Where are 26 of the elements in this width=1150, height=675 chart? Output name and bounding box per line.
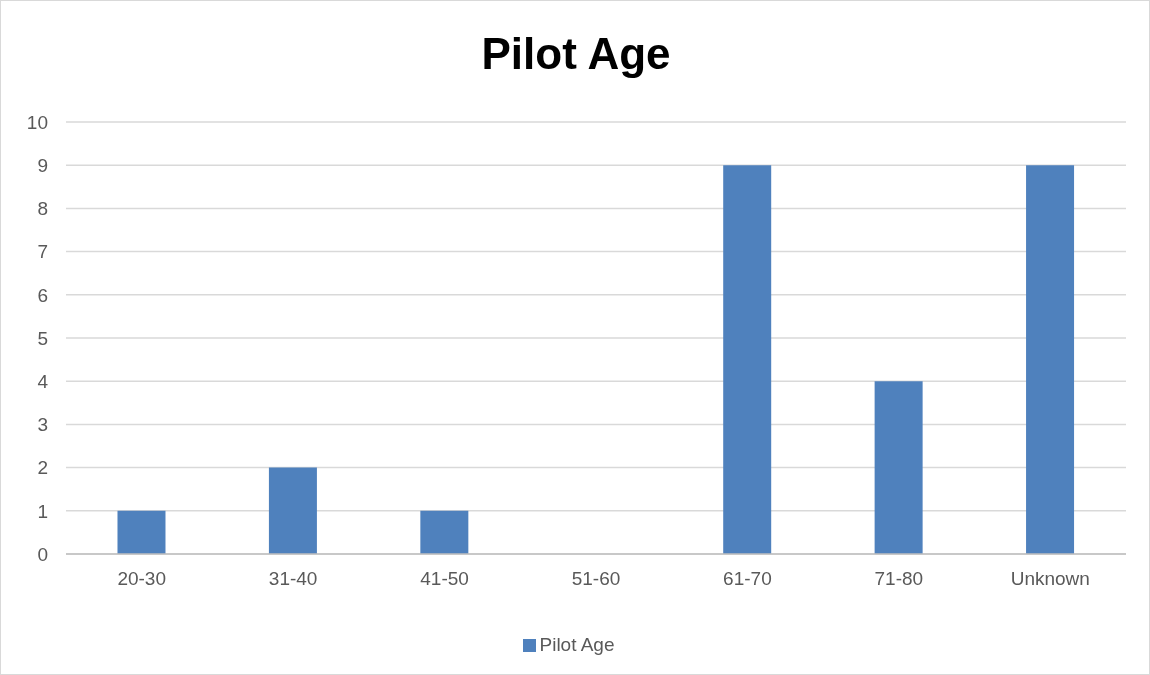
y-tick-label: 2 [37, 457, 48, 479]
y-tick-label: 9 [37, 154, 48, 176]
y-tick-label: 4 [37, 370, 49, 392]
y-tick-label: 6 [37, 284, 48, 306]
x-tick-label: 51-60 [571, 568, 621, 590]
bar [420, 510, 469, 554]
y-tick-label: 10 [26, 111, 48, 133]
chart-title: Pilot Age [480, 29, 672, 79]
y-tick-label: 3 [37, 414, 48, 436]
x-tick-label: 41-50 [420, 568, 469, 590]
legend-label: Pilot Age [539, 634, 615, 655]
y-tick-label: 7 [37, 241, 48, 263]
y-tick-label: 8 [37, 198, 48, 220]
x-tick-label: 20-30 [117, 568, 167, 590]
bar [874, 381, 923, 554]
x-tick-label: 31-40 [268, 568, 318, 590]
x-tick-label: 61-70 [723, 568, 772, 590]
bar [1026, 165, 1075, 554]
bar [723, 165, 772, 554]
bar [268, 467, 317, 554]
y-tick-label: 0 [37, 543, 48, 565]
bar [117, 510, 166, 554]
x-tick-label: Unknown [1010, 568, 1090, 590]
x-tick-label: 71-80 [874, 568, 924, 590]
y-tick-label: 1 [37, 500, 48, 522]
y-tick-label: 5 [37, 327, 48, 349]
